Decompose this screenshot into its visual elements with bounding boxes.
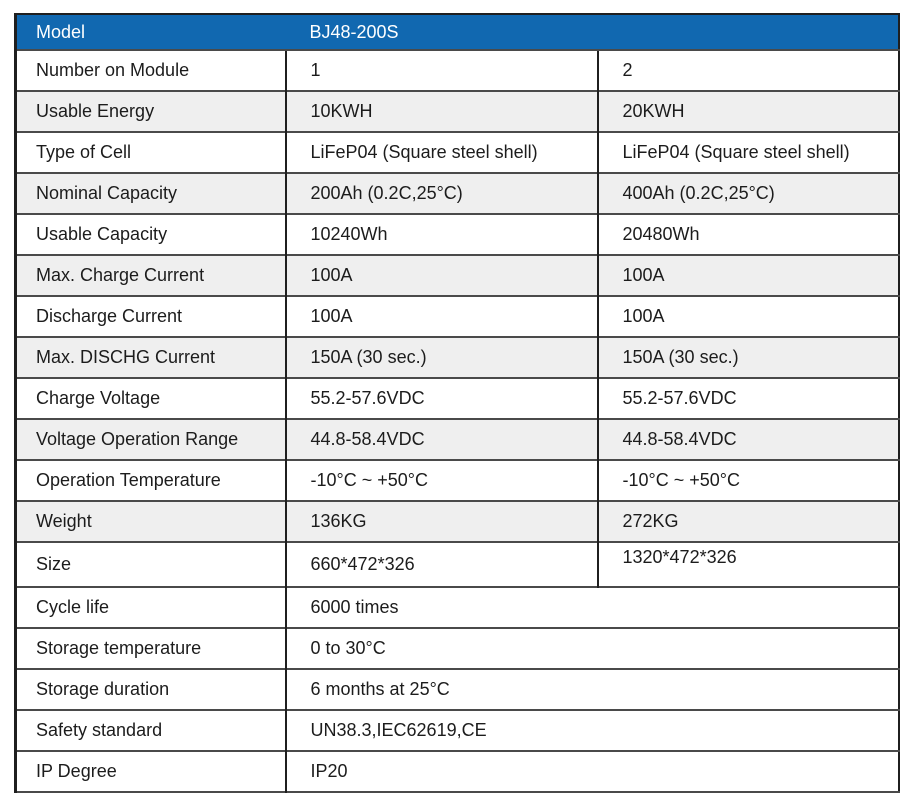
spec-row: Type of Cell LiFeP04 (Square steel shell)… <box>15 131 899 173</box>
spec-value-cell-2: 44.8-58.4VDC <box>596 418 899 460</box>
header-row: Model BJ48-200S <box>15 14 899 50</box>
spec-label-cell: Cycle life <box>15 586 286 628</box>
spec-row: Usable Capacity 10240Wh 20480Wh <box>15 213 899 255</box>
spec-label-cell: Storage temperature <box>15 627 286 669</box>
spec-row: Max. DISCHG Current 150A (30 sec.) 150A (3… <box>15 336 899 378</box>
spec-row: Operation Temperature -10°C ~ +50°C -10°C … <box>15 459 899 501</box>
spec-table-body: Number on Module 1 2 Usable Energy 10KWH 20KW… <box>15 49 899 792</box>
spec-value-cell-2: LiFeP04 (Square steel shell) <box>596 131 899 173</box>
spec-row: Max. Charge Current 100A 100A <box>15 254 899 296</box>
spec-value-cell-full: IP20 <box>284 750 899 792</box>
spec-row: Charge Voltage 55.2-57.6VDC 55.2-57.6VDC <box>15 377 899 419</box>
spec-label-cell: Max. Charge Current <box>15 254 286 296</box>
spec-row: Number on Module 1 2 <box>15 49 899 91</box>
spec-row: Weight 136KG 272KG <box>15 500 899 542</box>
spec-value-cell-full: 0 to 30°C <box>284 627 899 669</box>
spec-value-cell-2: -10°C ~ +50°C <box>596 459 899 501</box>
spec-label-cell: Usable Capacity <box>15 213 286 255</box>
spec-value-cell-1: 44.8-58.4VDC <box>284 418 598 460</box>
spec-value-cell-full: 6000 times <box>284 586 899 628</box>
spec-label-cell: Usable Energy <box>15 90 286 132</box>
spec-value-cell-full: 6 months at 25°C <box>284 668 899 710</box>
spec-value-cell-1: 136KG <box>284 500 598 542</box>
spec-label-cell: Type of Cell <box>15 131 286 173</box>
spec-label-cell: Nominal Capacity <box>15 172 286 214</box>
spec-value-cell-full: UN38.3,IEC62619,CE <box>284 709 899 751</box>
spec-label-cell: Max. DISCHG Current <box>15 336 286 378</box>
spec-table-head: Model BJ48-200S <box>15 14 899 50</box>
spec-label-cell: Discharge Current <box>15 295 286 337</box>
spec-label-cell: Weight <box>15 500 286 542</box>
spec-label-cell: Size <box>15 541 286 587</box>
spec-value-cell-2: 150A (30 sec.) <box>596 336 899 378</box>
spec-value-cell-1: 150A (30 sec.) <box>284 336 598 378</box>
spec-label-cell: Safety standard <box>15 709 286 751</box>
model-label: Model <box>15 14 286 50</box>
spec-table: Model BJ48-200S Number on Module 1 2 Usable… <box>14 13 900 793</box>
spec-value-cell-1: 660*472*326 <box>284 541 598 587</box>
spec-value-cell-1: 100A <box>284 254 598 296</box>
spec-value-cell-2: 400Ah (0.2C,25°C) <box>596 172 899 214</box>
spec-row: Discharge Current 100A 100A <box>15 295 899 337</box>
spec-row-spanned: Storage temperature 0 to 30°C <box>15 627 899 669</box>
spec-label-cell: IP Degree <box>15 750 286 792</box>
spec-label-cell: Operation Temperature <box>15 459 286 501</box>
spec-value-cell-2: 100A <box>596 254 899 296</box>
spec-row-spanned: IP Degree IP20 <box>15 750 899 792</box>
spec-row: Usable Energy 10KWH 20KWH <box>15 90 899 132</box>
spec-value-cell-1: 1 <box>284 49 598 91</box>
spec-label-cell: Number on Module <box>15 49 286 91</box>
spec-label-cell: Voltage Operation Range <box>15 418 286 460</box>
spec-value-cell-1: 200Ah (0.2C,25°C) <box>284 172 598 214</box>
spec-value-cell-2: 55.2-57.6VDC <box>596 377 899 419</box>
spec-value-cell-2: 20KWH <box>596 90 899 132</box>
spec-label-cell: Charge Voltage <box>15 377 286 419</box>
spec-value-cell-2: 100A <box>596 295 899 337</box>
spec-sheet: Model BJ48-200S Number on Module 1 2 Usable… <box>14 13 900 793</box>
spec-value-cell-1: LiFeP04 (Square steel shell) <box>284 131 598 173</box>
spec-value-cell-2: 20480Wh <box>596 213 899 255</box>
spec-label-cell: Storage duration <box>15 668 286 710</box>
spec-row: Nominal Capacity 200Ah (0.2C,25°C) 400Ah (… <box>15 172 899 214</box>
model-value: BJ48-200S <box>285 14 899 50</box>
spec-value-cell-2: 2 <box>596 49 899 91</box>
spec-row-spanned: Safety standard UN38.3,IEC62619,CE <box>15 709 899 751</box>
spec-value-cell-1: 10KWH <box>284 90 598 132</box>
spec-row: Voltage Operation Range 44.8-58.4VDC 44.8-… <box>15 418 899 460</box>
spec-row-spanned: Cycle life 6000 times <box>15 586 899 628</box>
spec-value-cell-2: 272KG <box>596 500 899 542</box>
spec-row: Size 660*472*326 1320*472*326 <box>15 541 899 587</box>
spec-value-cell-1: 55.2-57.6VDC <box>284 377 598 419</box>
spec-value-cell-2: 1320*472*326 <box>596 541 899 587</box>
spec-row-spanned: Storage duration 6 months at 25°C <box>15 668 899 710</box>
spec-value-cell-1: 10240Wh <box>284 213 598 255</box>
spec-value-cell-1: 100A <box>284 295 598 337</box>
spec-value-cell-1: -10°C ~ +50°C <box>284 459 598 501</box>
